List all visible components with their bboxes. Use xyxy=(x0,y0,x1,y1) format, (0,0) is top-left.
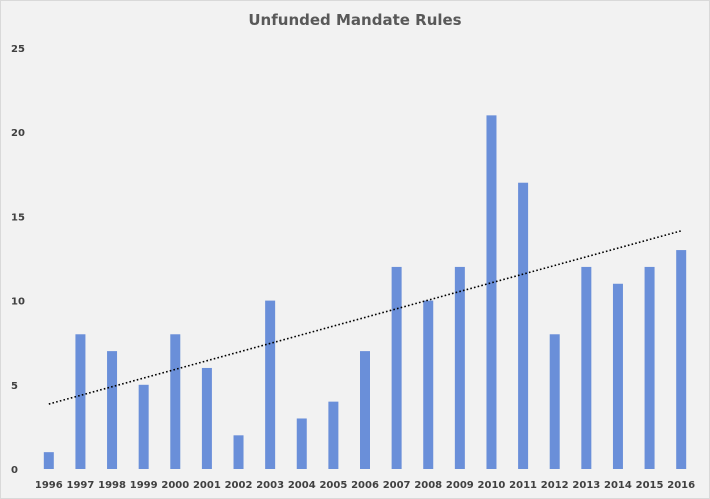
x-tick-label: 1999 xyxy=(130,480,158,491)
x-tick-label: 2009 xyxy=(446,480,474,491)
bar-2002 xyxy=(233,435,244,469)
x-tick-label: 2016 xyxy=(667,480,695,491)
y-tick-label: 10 xyxy=(11,297,25,308)
bar-1997 xyxy=(75,334,86,469)
bar-2016 xyxy=(676,250,687,469)
bar-2014 xyxy=(612,283,623,469)
bar-2001 xyxy=(201,367,212,469)
x-tick-label: 1998 xyxy=(98,480,126,491)
x-tick-label: 2003 xyxy=(256,480,284,491)
x-tick-label: 1997 xyxy=(67,480,95,491)
bar-2012 xyxy=(549,334,560,469)
bar-2007 xyxy=(391,266,402,469)
bar-2008 xyxy=(423,300,434,469)
x-tick-label: 2013 xyxy=(572,480,600,491)
bar-1996 xyxy=(43,452,54,469)
x-tick-label: 2014 xyxy=(604,480,632,491)
bar-2005 xyxy=(328,401,339,469)
chart-title: Unfunded Mandate Rules xyxy=(248,11,461,29)
bar-2010 xyxy=(486,115,497,470)
trendline-group xyxy=(48,230,682,405)
bars xyxy=(43,115,687,470)
bar-2011 xyxy=(518,182,529,469)
x-tick-label: 2005 xyxy=(319,480,347,491)
y-tick-label: 25 xyxy=(11,44,25,55)
x-tick-label: 2006 xyxy=(351,480,379,491)
bar-2003 xyxy=(265,300,276,469)
x-tick-label: 2008 xyxy=(414,480,442,491)
x-tick-label: 2004 xyxy=(288,480,316,491)
x-tick-label: 2002 xyxy=(225,480,253,491)
x-axis: 1996 1997 1998 1999 2000 2001 2002 2003 2004 2005… xyxy=(35,480,695,491)
y-axis: 0 5 10 15 20 25 xyxy=(11,44,25,476)
bar-2000 xyxy=(170,334,181,469)
y-tick-label: 15 xyxy=(11,212,25,223)
bar-2006 xyxy=(360,351,370,469)
x-tick-label: 2001 xyxy=(193,480,221,491)
bar-1998 xyxy=(107,351,118,469)
bar-1999 xyxy=(138,384,149,469)
x-tick-label: 2012 xyxy=(541,480,569,491)
y-tick-label: 5 xyxy=(11,381,18,392)
bar-2013 xyxy=(581,266,592,469)
y-tick-label: 20 xyxy=(11,128,25,139)
x-tick-label: 1996 xyxy=(35,480,63,491)
y-tick-label: 0 xyxy=(11,465,18,476)
bar-2004 xyxy=(296,418,307,469)
x-tick-label: 2000 xyxy=(161,480,189,491)
bar-2009 xyxy=(454,266,465,469)
x-tick-label: 2011 xyxy=(509,480,537,491)
x-tick-label: 2007 xyxy=(383,480,411,491)
bar-2015 xyxy=(644,266,655,469)
trendline xyxy=(48,230,682,405)
x-tick-label: 2010 xyxy=(478,480,506,491)
x-tick-label: 2015 xyxy=(636,480,664,491)
